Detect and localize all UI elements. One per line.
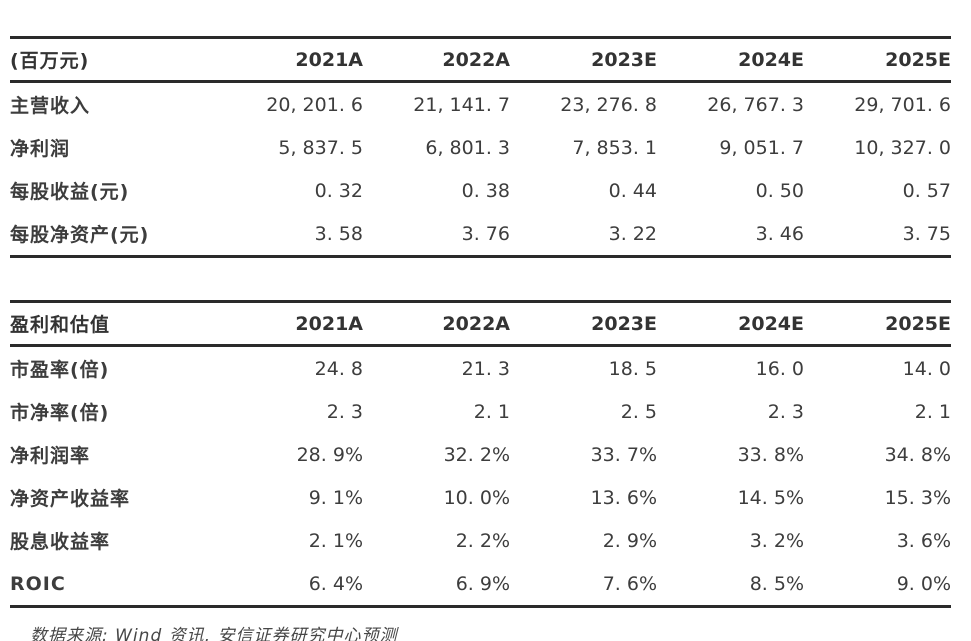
value-cell: 5, 837. 5 <box>278 136 363 159</box>
table-row-net-profit: 净利润 5, 837. 5 6, 801. 3 7, 853. 1 9, 051… <box>10 126 951 169</box>
row-label: 每股收益(元) <box>10 181 130 203</box>
value-cell: 24. 8 <box>314 357 363 380</box>
data-source-note: 数据来源: Wind 资讯, 安信证券研究中心预测 <box>30 626 398 641</box>
value-cell: 3. 58 <box>314 222 363 245</box>
value-cell: 2. 1% <box>308 529 363 552</box>
table-row-roe: 净资产收益率 9. 1% 10. 0% 13. 6% 14. 5% 15. 3% <box>10 476 951 519</box>
value-cell: 21, 141. 7 <box>413 93 510 116</box>
forecast-col-header-2025E: 2025E <box>804 37 951 83</box>
table-row-net-margin: 净利润率 28. 9% 32. 2% 33. 7% 33. 8% 34. 8% <box>10 433 951 476</box>
forecast-col-header-2022A: 2022A <box>363 37 510 83</box>
value-cell: 7, 853. 1 <box>572 136 657 159</box>
value-cell: 33. 7% <box>590 443 657 466</box>
valuation-title-header: 盈利和估值 <box>10 301 216 347</box>
value-cell: 0. 44 <box>608 179 657 202</box>
valuation-col-header-2024E: 2024E <box>657 301 804 347</box>
value-cell: 0. 38 <box>461 179 510 202</box>
value-cell: 9. 0% <box>896 572 951 595</box>
table-row-eps: 每股收益(元) 0. 32 0. 38 0. 44 0. 50 0. 57 <box>10 169 951 212</box>
row-label: 市盈率(倍) <box>10 359 110 381</box>
valuation-col-header-2021A: 2021A <box>216 301 363 347</box>
value-cell: 6. 4% <box>308 572 363 595</box>
value-cell: 34. 8% <box>884 443 951 466</box>
value-cell: 10. 0% <box>443 486 510 509</box>
value-cell: 3. 75 <box>902 222 951 245</box>
value-cell: 15. 3% <box>884 486 951 509</box>
row-label: 净利润 <box>10 138 71 160</box>
value-cell: 26, 767. 3 <box>707 93 804 116</box>
valuation-col-header-2023E: 2023E <box>510 301 657 347</box>
value-cell: 9, 051. 7 <box>719 136 804 159</box>
value-cell: 10, 327. 0 <box>854 136 951 159</box>
value-cell: 18. 5 <box>608 357 657 380</box>
value-cell: 13. 6% <box>590 486 657 509</box>
value-cell: 2. 3 <box>326 400 363 423</box>
row-label: 股息收益率 <box>10 531 111 553</box>
value-cell: 6. 9% <box>455 572 510 595</box>
forecast-col-header-2021A: 2021A <box>216 37 363 83</box>
value-cell: 0. 32 <box>314 179 363 202</box>
value-cell: 2. 5 <box>620 400 657 423</box>
forecast-unit-header: (百万元) <box>10 37 216 83</box>
forecast-col-header-2024E: 2024E <box>657 37 804 83</box>
value-cell: 2. 1 <box>473 400 510 423</box>
value-cell: 28. 9% <box>296 443 363 466</box>
row-label: ROIC <box>10 572 66 595</box>
value-cell: 8. 5% <box>749 572 804 595</box>
valuation-table-header-row: 盈利和估值 2021A 2022A 2023E 2024E 2025E <box>10 301 951 347</box>
forecast-col-header-2023E: 2023E <box>510 37 657 83</box>
value-cell: 3. 22 <box>608 222 657 245</box>
table-row-revenue: 主营收入 20, 201. 6 21, 141. 7 23, 276. 8 26… <box>10 82 951 127</box>
value-cell: 14. 0 <box>902 357 951 380</box>
row-label: 主营收入 <box>10 95 91 117</box>
row-label: 净资产收益率 <box>10 488 131 510</box>
value-cell: 0. 57 <box>902 179 951 202</box>
value-cell: 3. 2% <box>749 529 804 552</box>
value-cell: 0. 50 <box>755 179 804 202</box>
value-cell: 29, 701. 6 <box>854 93 951 116</box>
value-cell: 33. 8% <box>737 443 804 466</box>
valuation-table: 盈利和估值 2021A 2022A 2023E 2024E 2025E 市盈率(… <box>10 300 951 608</box>
value-cell: 32. 2% <box>443 443 510 466</box>
value-cell: 21. 3 <box>461 357 510 380</box>
value-cell: 16. 0 <box>755 357 804 380</box>
value-cell: 2. 2% <box>455 529 510 552</box>
row-label: 每股净资产(元) <box>10 224 150 246</box>
value-cell: 3. 76 <box>461 222 510 245</box>
valuation-col-header-2025E: 2025E <box>804 301 951 347</box>
table-row-pe: 市盈率(倍) 24. 8 21. 3 18. 5 16. 0 14. 0 <box>10 346 951 391</box>
row-label: 净利润率 <box>10 445 91 467</box>
value-cell: 3. 46 <box>755 222 804 245</box>
table-row-bvps: 每股净资产(元) 3. 58 3. 76 3. 22 3. 46 3. 75 <box>10 212 951 257</box>
forecast-table: (百万元) 2021A 2022A 2023E 2024E 2025E 主营收入… <box>10 36 951 258</box>
value-cell: 6, 801. 3 <box>425 136 510 159</box>
table-row-pb: 市净率(倍) 2. 3 2. 1 2. 5 2. 3 2. 1 <box>10 390 951 433</box>
table-row-dividend-yield: 股息收益率 2. 1% 2. 2% 2. 9% 3. 2% 3. 6% <box>10 519 951 562</box>
value-cell: 20, 201. 6 <box>266 93 363 116</box>
valuation-col-header-2022A: 2022A <box>363 301 510 347</box>
value-cell: 7. 6% <box>602 572 657 595</box>
table-row-roic: ROIC 6. 4% 6. 9% 7. 6% 8. 5% 9. 0% <box>10 562 951 607</box>
value-cell: 14. 5% <box>737 486 804 509</box>
forecast-table-header-row: (百万元) 2021A 2022A 2023E 2024E 2025E <box>10 37 951 83</box>
value-cell: 2. 1 <box>914 400 951 423</box>
value-cell: 2. 3 <box>767 400 804 423</box>
value-cell: 9. 1% <box>308 486 363 509</box>
value-cell: 2. 9% <box>602 529 657 552</box>
value-cell: 23, 276. 8 <box>560 93 657 116</box>
value-cell: 3. 6% <box>896 529 951 552</box>
row-label: 市净率(倍) <box>10 402 110 424</box>
